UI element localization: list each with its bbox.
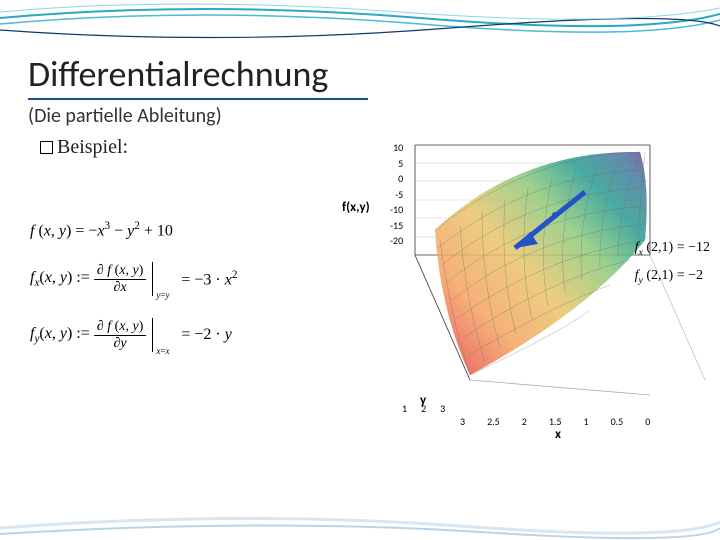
footer-swoosh — [0, 500, 720, 540]
axis-label-x: x — [555, 427, 561, 442]
surface — [435, 152, 647, 375]
slide: Differentialrechnung (Die partielle Able… — [0, 0, 720, 540]
equation-block: f (x, y) = −x3 − y2 + 10 fx(x, y) := ∂ f… — [30, 220, 360, 374]
x-tick-labels: 3 2.5 2 1.5 1 0.5 0 — [460, 415, 650, 428]
bullet-label: Beispiel: — [57, 136, 128, 158]
fx-at-point: fx (2,1) = −12 — [635, 240, 710, 258]
fy-at-point: fy (2,1) = −2 — [635, 268, 710, 286]
subtitle: (Die partielle Ableitung) — [28, 104, 222, 128]
page-title: Differentialrechnung — [28, 52, 368, 100]
derivative-result-block: fx (2,1) = −12 fy (2,1) = −2 — [635, 240, 710, 296]
bullet-icon — [40, 141, 53, 154]
eq-main: f (x, y) = −x3 − y2 + 10 — [30, 220, 360, 240]
z-tick-labels: 10 5 0 -5 -10 -15 -20 — [390, 140, 403, 249]
eq-fx: fx(x, y) := ∂ f (x, y) ∂x y=y = −3 · x2 — [30, 262, 360, 296]
header-swoosh — [0, 0, 720, 60]
example-bullet: Beispiel: — [40, 136, 128, 159]
axis-label-z: f(x,y) — [342, 200, 370, 215]
y-tick-labels: 1 2 3 — [402, 402, 445, 415]
eq-fy: fy(x, y) := ∂ f (x, y) ∂y x=x = −2 · y — [30, 318, 360, 352]
surface-plot: f(x,y) y x 10 5 0 -5 -10 -15 -20 1 2 3 3… — [340, 130, 710, 450]
